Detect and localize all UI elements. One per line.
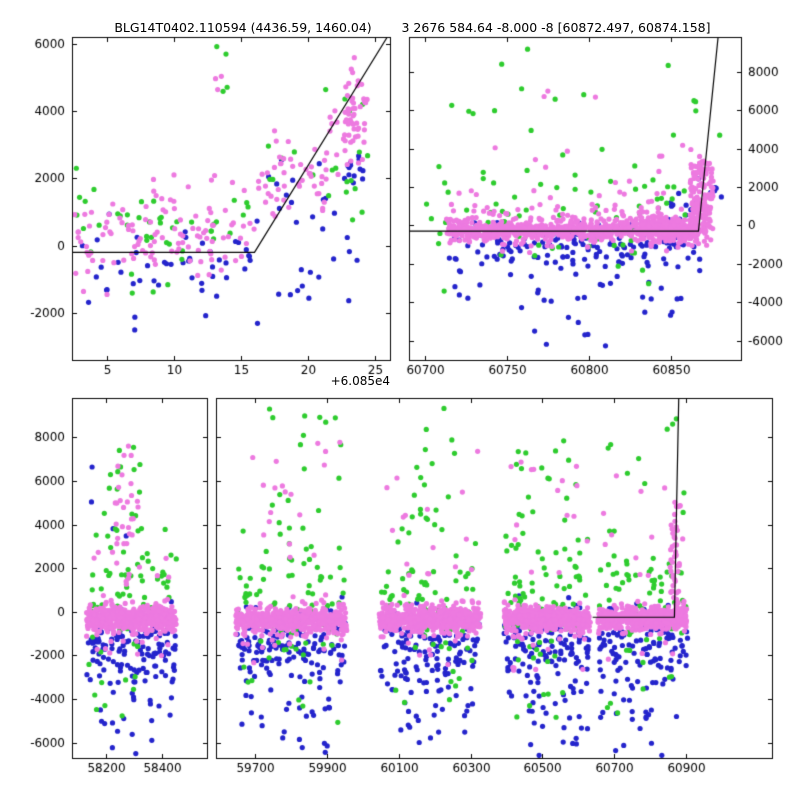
plot-title-left: BLG14T0402.110594 (4436.59, 1460.04)	[114, 20, 372, 35]
x-axis-offset-label: +6.085e4	[330, 374, 390, 388]
plot-title-right: 3 2676 584.64 -8.000 -8 [60872.497, 6087…	[401, 20, 711, 35]
